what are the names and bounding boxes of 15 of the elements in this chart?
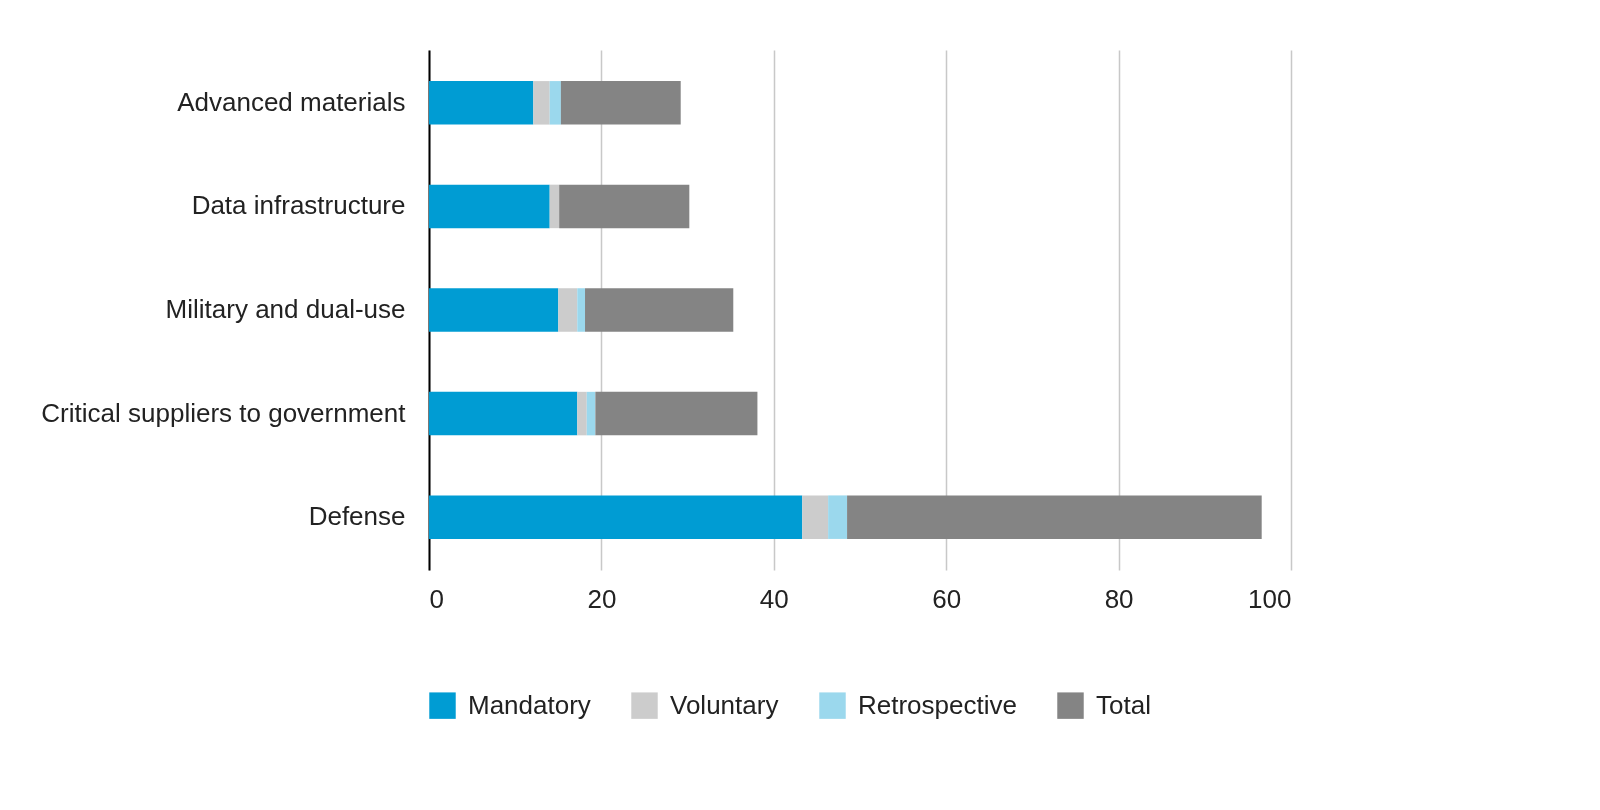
- legend-label: Voluntary: [670, 689, 779, 720]
- y-tick-label: Defense: [308, 501, 406, 532]
- legend-label: Mandatory: [468, 689, 591, 720]
- y-tick-label: Critical suppliers to government: [41, 397, 407, 428]
- x-tick-label: 0: [429, 583, 444, 614]
- y-tick-label: Data infrastructure: [191, 190, 406, 221]
- x-tick-label: 100: [1248, 583, 1292, 614]
- y-tick-label: Advanced materials: [177, 86, 406, 117]
- x-tick-label: 60: [932, 583, 962, 614]
- x-tick-label: 40: [759, 583, 789, 614]
- x-tick-label: 20: [587, 583, 617, 614]
- legend-label: Total: [1096, 689, 1151, 720]
- legend-label: Retrospective: [858, 689, 1017, 720]
- x-tick-label: 80: [1104, 583, 1134, 614]
- y-tick-label: Military and dual-use: [165, 294, 406, 324]
